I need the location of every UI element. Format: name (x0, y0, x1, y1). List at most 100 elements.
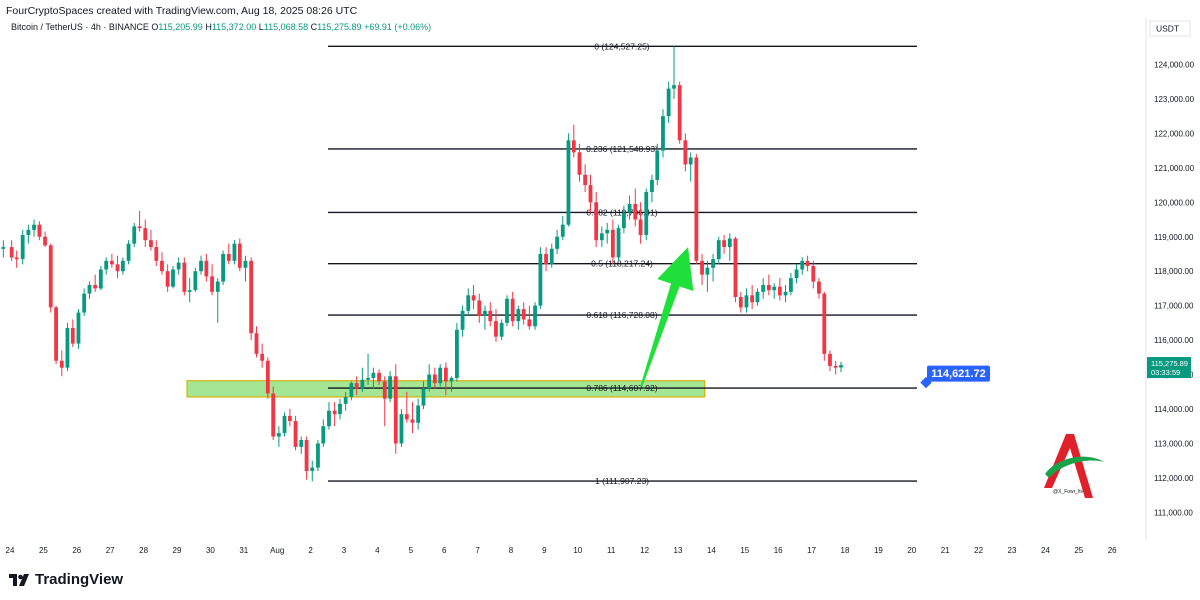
candle-85[interactable] (477, 293, 482, 323)
candle-127[interactable] (711, 253, 715, 282)
candle-18[interactable] (104, 257, 109, 275)
candle-130[interactable] (727, 233, 732, 261)
candle-94[interactable] (527, 305, 532, 330)
candle-100[interactable] (560, 216, 565, 241)
candle-54[interactable] (304, 436, 309, 480)
candle-142[interactable] (794, 264, 799, 284)
candle-75[interactable] (421, 381, 426, 409)
candle-106[interactable] (594, 191, 599, 248)
candle-43[interactable] (243, 255, 248, 282)
candle-70[interactable] (393, 364, 398, 454)
candle-132[interactable] (738, 291, 743, 313)
candle-45[interactable] (254, 326, 259, 358)
candle-129[interactable] (722, 235, 726, 254)
candle-123[interactable] (688, 152, 693, 182)
candle-116[interactable] (650, 174, 654, 203)
candle-74[interactable] (416, 398, 421, 430)
candle-31[interactable] (176, 257, 181, 275)
candle-3[interactable] (20, 229, 25, 265)
candle-113[interactable] (633, 188, 638, 227)
candle-68[interactable] (382, 376, 387, 427)
candle-120[interactable] (672, 46, 676, 99)
candle-9[interactable] (54, 305, 58, 365)
candle-7[interactable] (43, 231, 47, 248)
candle-69[interactable] (388, 371, 392, 403)
candle-38[interactable] (215, 278, 220, 323)
candle-88[interactable] (494, 309, 498, 342)
candle-40[interactable] (226, 243, 231, 265)
candle-76[interactable] (427, 364, 432, 392)
candle-66[interactable] (371, 367, 376, 389)
symbol-info-bar[interactable]: Bitcoin / TetherUS · 4h · BINANCE O115,2… (11, 22, 431, 32)
candle-98[interactable] (549, 243, 554, 268)
candle-128[interactable] (716, 236, 721, 265)
candle-2[interactable] (14, 250, 19, 268)
candle-101[interactable] (566, 133, 571, 227)
target-price-label[interactable]: 114,621.72 (920, 365, 990, 389)
candle-133[interactable] (744, 288, 749, 313)
candle-83[interactable] (466, 288, 471, 316)
candle-50[interactable] (282, 412, 287, 437)
candle-148[interactable] (828, 350, 832, 372)
candle-21[interactable] (120, 257, 125, 275)
candle-118[interactable] (661, 109, 665, 158)
candle-27[interactable] (154, 240, 159, 267)
candle-143[interactable] (800, 257, 805, 275)
candle-84[interactable] (471, 284, 476, 310)
candle-86[interactable] (483, 305, 487, 330)
candle-105[interactable] (588, 174, 593, 213)
candle-57[interactable] (321, 419, 326, 447)
candle-56[interactable] (316, 440, 320, 472)
candle-16[interactable] (93, 274, 98, 292)
candle-77[interactable] (432, 367, 437, 389)
candle-35[interactable] (199, 255, 203, 275)
candle-17[interactable] (98, 266, 103, 291)
candle-36[interactable] (204, 253, 209, 282)
candle-119[interactable] (666, 81, 671, 124)
candle-82[interactable] (460, 305, 465, 337)
candle-114[interactable] (638, 202, 643, 244)
candle-89[interactable] (499, 319, 504, 341)
candle-60[interactable] (338, 398, 342, 420)
candle-107[interactable] (599, 226, 604, 248)
candle-122[interactable] (683, 133, 688, 172)
candle-121[interactable] (677, 81, 682, 144)
candle-109[interactable] (610, 219, 615, 265)
candle-12[interactable] (70, 319, 75, 347)
candle-124[interactable] (694, 154, 699, 265)
candle-96[interactable] (538, 247, 543, 310)
candle-140[interactable] (783, 284, 788, 303)
candle-71[interactable] (399, 409, 404, 447)
tradingview-brand[interactable]: TradingView (8, 571, 123, 588)
candle-26[interactable] (149, 229, 153, 251)
candle-51[interactable] (287, 409, 292, 427)
candle-22[interactable] (126, 240, 131, 265)
candle-64[interactable] (360, 367, 365, 392)
candle-20[interactable] (115, 255, 120, 279)
candle-139[interactable] (777, 278, 782, 301)
candle-28[interactable] (160, 252, 164, 275)
candle-1[interactable] (9, 240, 14, 261)
candle-8[interactable] (48, 243, 53, 313)
candle-125[interactable] (700, 253, 704, 285)
candle-4[interactable] (26, 224, 31, 244)
candle-149[interactable] (833, 360, 838, 375)
candle-147[interactable] (822, 291, 827, 361)
candle-59[interactable] (332, 402, 337, 427)
candle-41[interactable] (232, 240, 237, 265)
candle-58[interactable] (327, 402, 331, 430)
candle-145[interactable] (811, 260, 816, 289)
candle-42[interactable] (237, 238, 242, 272)
candle-81[interactable] (454, 322, 459, 382)
candle-15[interactable] (87, 281, 92, 299)
candle-136[interactable] (761, 278, 766, 299)
candle-126[interactable] (705, 260, 710, 292)
candle-6[interactable] (37, 221, 42, 241)
candle-134[interactable] (750, 284, 755, 310)
candle-61[interactable] (343, 391, 348, 411)
candle-10[interactable] (59, 350, 64, 377)
symbol-title[interactable]: Bitcoin / TetherUS · 4h · BINANCE (11, 22, 149, 32)
candle-131[interactable] (733, 236, 738, 303)
currency-selector[interactable]: USDT (1149, 20, 1191, 37)
